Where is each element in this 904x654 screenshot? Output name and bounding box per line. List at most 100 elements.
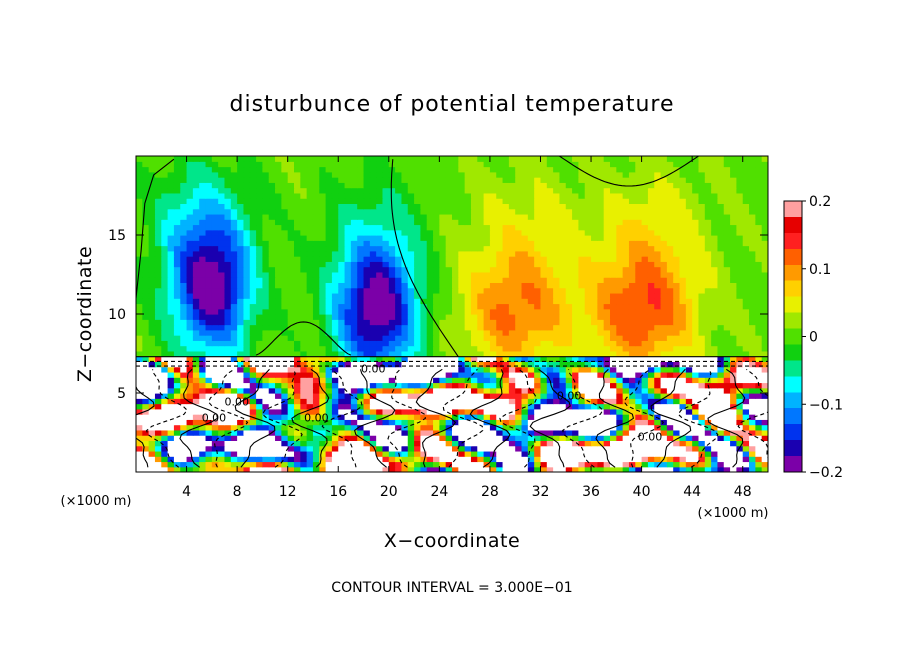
field-cell [331, 308, 339, 315]
field-cell [426, 261, 434, 268]
field-cell [527, 456, 535, 463]
field-cell [515, 303, 523, 310]
field-cell [256, 250, 263, 257]
field-cell [508, 398, 516, 405]
field-cell [489, 266, 497, 273]
field-cell [414, 213, 421, 220]
field-cell [654, 356, 662, 362]
field-cell [319, 314, 327, 320]
field-cell [660, 235, 668, 241]
field-cell [414, 461, 421, 468]
field-cell [173, 319, 181, 326]
field-cell [692, 466, 700, 472]
field-cell [445, 387, 453, 394]
field-cell [666, 424, 674, 431]
field-cell [540, 382, 548, 389]
field-cell [666, 208, 674, 215]
field-cell [578, 277, 586, 283]
field-cell [173, 335, 181, 341]
field-cell [679, 224, 687, 231]
field-cell [534, 356, 542, 362]
field-cell [761, 250, 768, 257]
field-cell [294, 461, 301, 468]
field-cell [464, 435, 472, 441]
field-cell [173, 445, 181, 452]
field-cell [243, 382, 251, 389]
field-cell [660, 314, 668, 320]
field-cell [736, 235, 744, 241]
field-cell [603, 356, 611, 362]
field-cell [635, 408, 643, 415]
field-cell [723, 335, 731, 341]
field-cell [540, 329, 548, 336]
field-cell [521, 414, 529, 420]
field-cell [148, 219, 156, 226]
field-cell [527, 319, 535, 326]
field-cell [692, 377, 700, 384]
field-cell [654, 314, 662, 320]
field-cell [312, 371, 320, 378]
field-cell [312, 414, 320, 420]
field-cell [540, 414, 548, 420]
field-cell [445, 435, 453, 441]
field-cell [641, 445, 649, 452]
field-cell [553, 366, 561, 373]
field-cell [515, 461, 523, 468]
field-cell [205, 282, 213, 289]
field-cell [591, 382, 598, 389]
field-cell [186, 403, 194, 410]
field-cell [736, 219, 744, 226]
field-cell [218, 329, 226, 336]
field-cell [679, 445, 687, 452]
field-cell [572, 450, 579, 457]
field-cell [420, 319, 428, 326]
field-cell [502, 382, 510, 389]
field-cell [521, 419, 529, 426]
field-cell [464, 350, 472, 357]
field-cell [275, 371, 282, 378]
field-cell [211, 235, 219, 241]
field-cell [281, 356, 289, 362]
field-cell [180, 256, 188, 262]
field-cell [445, 393, 453, 399]
field-cell [736, 377, 744, 384]
field-cell [502, 256, 510, 262]
field-cell [553, 377, 561, 384]
field-cell [357, 356, 365, 362]
field-cell [508, 271, 516, 278]
field-cell [192, 287, 200, 294]
field-cell [268, 435, 276, 441]
field-cell [515, 245, 523, 252]
field-cell [186, 387, 194, 394]
field-cell [369, 424, 377, 431]
field-cell [464, 329, 472, 336]
field-cell [616, 450, 624, 457]
field-cell [477, 235, 485, 241]
field-cell [483, 277, 491, 283]
field-cell [572, 229, 579, 236]
field-cell [622, 350, 630, 357]
field-cell [136, 371, 143, 378]
field-cell [717, 208, 725, 215]
field-cell [338, 350, 346, 357]
field-cell [249, 219, 257, 226]
field-cell [186, 345, 194, 352]
field-cell [376, 408, 384, 415]
field-cell [553, 329, 561, 336]
field-cell [654, 240, 662, 247]
field-cell [218, 213, 226, 220]
field-cell [275, 282, 282, 289]
field-cell [230, 450, 238, 457]
field-cell [426, 419, 434, 426]
field-cell [433, 435, 440, 441]
field-cell [610, 450, 617, 457]
field-cell [325, 366, 333, 373]
field-cell [249, 408, 257, 415]
field-cell [167, 266, 175, 273]
field-cell [698, 371, 706, 378]
field-cell [502, 271, 510, 278]
field-cell [660, 424, 668, 431]
field-cell [192, 450, 200, 457]
field-cell [401, 245, 409, 252]
field-cell [698, 250, 706, 257]
